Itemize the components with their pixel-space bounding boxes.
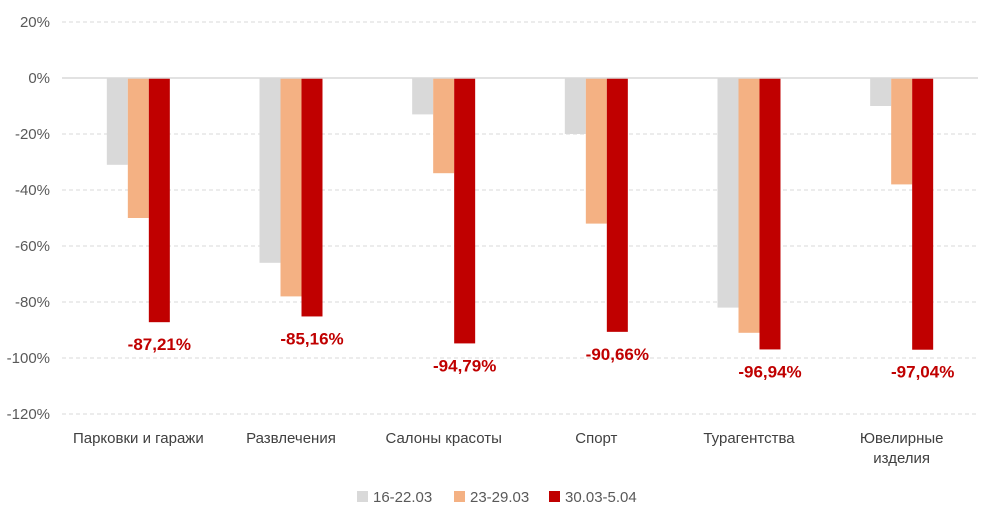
bar <box>717 78 739 308</box>
bar <box>280 78 302 297</box>
bar <box>891 78 913 185</box>
bar <box>585 78 607 224</box>
y-tick-label: -100% <box>7 350 50 367</box>
bar <box>259 78 281 263</box>
bar <box>564 78 586 134</box>
bars <box>106 78 934 350</box>
y-tick-label: -120% <box>7 406 50 423</box>
data-label: -87,21% <box>128 335 191 354</box>
bar <box>106 78 128 165</box>
y-tick-label: -60% <box>15 238 50 255</box>
y-axis-ticks: 20% 0% -20% -40% -60% -80% -100% -120% <box>7 14 50 423</box>
bar <box>301 78 323 317</box>
bar <box>738 78 760 333</box>
category-label: Турагентства <box>703 430 795 447</box>
bar <box>912 78 934 350</box>
legend-swatch <box>454 491 465 502</box>
legend-label: 23-29.03 <box>470 489 529 506</box>
category-label: Парковки и гаражи <box>73 430 204 447</box>
legend-label: 30.03-5.04 <box>565 489 637 506</box>
bar <box>454 78 476 344</box>
legend-swatch <box>549 491 560 502</box>
bar <box>759 78 781 350</box>
data-label: -97,04% <box>891 363 954 382</box>
bar <box>148 78 170 323</box>
legend-swatch <box>357 491 368 502</box>
data-label: -90,66% <box>586 345 649 364</box>
data-labels: -87,21% -85,16% -94,79% -90,66% -96,94% -97,0… <box>128 329 955 381</box>
bar <box>870 78 892 106</box>
x-axis-categories: Парковки и гаражи Развлечения Салоны красо… <box>73 430 944 467</box>
bar <box>433 78 455 174</box>
y-tick-label: -20% <box>15 126 50 143</box>
gridlines <box>62 21 978 415</box>
legend: 16-22.03 23-29.03 30.03-5.04 <box>357 489 637 506</box>
data-label: -94,79% <box>433 356 496 375</box>
category-label: Ювелирные <box>860 430 944 447</box>
data-label: -85,16% <box>280 329 343 348</box>
bar <box>127 78 149 218</box>
category-label: Развлечения <box>246 430 336 447</box>
y-tick-label: -40% <box>15 182 50 199</box>
bar <box>412 78 434 115</box>
category-label: Салоны красоты <box>385 430 501 447</box>
category-label: изделия <box>873 450 930 467</box>
legend-label: 16-22.03 <box>373 489 432 506</box>
data-label: -96,94% <box>738 362 801 381</box>
y-tick-label: 20% <box>20 14 50 31</box>
y-tick-label: 0% <box>28 70 50 87</box>
bar <box>606 78 628 332</box>
y-tick-label: -80% <box>15 294 50 311</box>
category-label: Спорт <box>575 430 617 447</box>
